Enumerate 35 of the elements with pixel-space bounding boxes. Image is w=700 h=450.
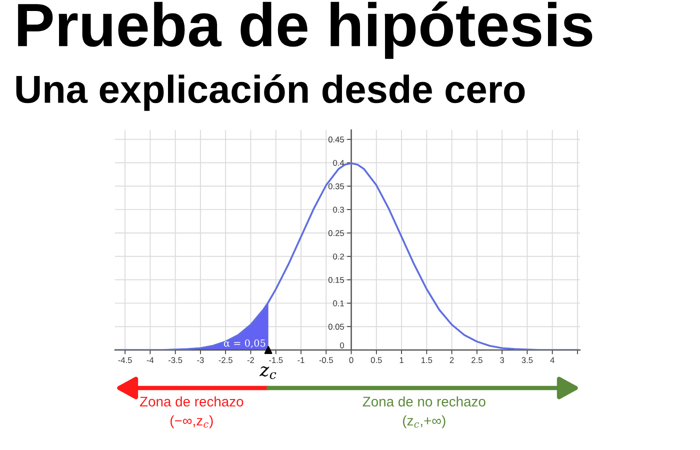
x-tick-label: 4	[550, 357, 554, 363]
y-tick-label: 0	[340, 342, 344, 348]
chart-subtitle: Una explicación desde cero	[16, 74, 525, 111]
y-tick-label: 0.05	[328, 324, 344, 330]
line-series	[115, 162, 578, 350]
x-tick-label: -2.5	[218, 357, 232, 364]
x-tick-label: 3	[500, 357, 504, 364]
x-tick-label: -4	[146, 357, 154, 363]
annotation: α = 0,05	[224, 339, 266, 348]
x-tick-label: -4.5	[118, 357, 132, 364]
y-tick-label: 0.1	[333, 300, 344, 306]
y-tick-label: 0.45	[328, 136, 344, 142]
text: Zona de no rechazo (z$_{c}$,+∞)	[362, 396, 486, 428]
y-tick-label: 0.4	[333, 160, 344, 166]
y-tick-label: 0.15	[328, 276, 344, 283]
x-tick-label: 3.5	[522, 357, 533, 364]
x-tick-label: -3.5	[168, 357, 182, 364]
x-tick-label: -1.5	[269, 357, 283, 364]
text: Zona de rechazo (−∞,z$_{c}$)	[140, 396, 244, 428]
chart-title: Prueba de hipótesis	[18, 1, 592, 59]
x-tick-label: -2	[247, 357, 254, 363]
x-tick-label: -3	[197, 357, 204, 364]
x-tick-label: 0	[349, 357, 354, 364]
x-tick-label: 2.5	[472, 357, 482, 364]
y-tick-label: 0.2	[333, 254, 344, 260]
x-tick-label: 1.5	[422, 357, 432, 364]
x-tick-label: 1	[400, 357, 404, 363]
x-tick-label: 0.5	[370, 357, 382, 364]
y-tick-label: 0.25	[328, 230, 344, 236]
series-label: z$_{c}$	[259, 366, 276, 380]
y-tick-label: 0.35	[328, 183, 344, 190]
x-tick-label: 2	[450, 357, 454, 363]
x-tick-label: -1	[298, 357, 304, 363]
x-tick-label: -0.5	[319, 357, 333, 364]
y-tick-label: 0.3	[333, 206, 344, 213]
